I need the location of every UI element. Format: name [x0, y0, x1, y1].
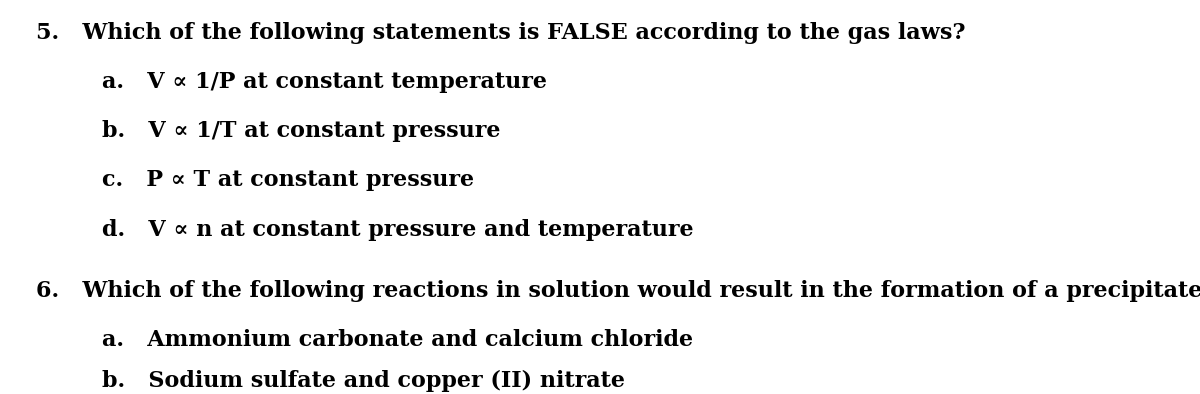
Text: a.   V ∝ 1/P at constant temperature: a. V ∝ 1/P at constant temperature: [102, 71, 547, 93]
Text: b.   V ∝ 1/T at constant pressure: b. V ∝ 1/T at constant pressure: [102, 120, 500, 142]
Text: 6.   Which of the following reactions in solution would result in the formation : 6. Which of the following reactions in s…: [36, 280, 1200, 302]
Text: 5.   Which of the following statements is FALSE according to the gas laws?: 5. Which of the following statements is …: [36, 22, 966, 44]
Text: b.   Sodium sulfate and copper (II) nitrate: b. Sodium sulfate and copper (II) nitrat…: [102, 370, 625, 392]
Text: a.   Ammonium carbonate and calcium chloride: a. Ammonium carbonate and calcium chlori…: [102, 329, 694, 351]
Text: c.   P ∝ T at constant pressure: c. P ∝ T at constant pressure: [102, 169, 474, 191]
Text: d.   V ∝ n at constant pressure and temperature: d. V ∝ n at constant pressure and temper…: [102, 219, 694, 241]
